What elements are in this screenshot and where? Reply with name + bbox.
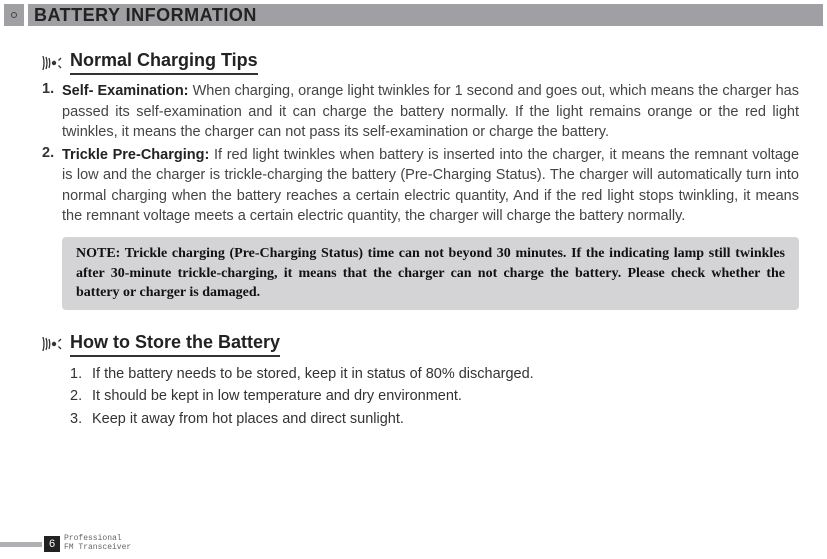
tips-list: 1. Self- Examination: When charging, ora… <box>42 81 799 227</box>
header-bullet-box <box>4 4 24 26</box>
content-area: Normal Charging Tips 1. Self- Examinatio… <box>0 26 827 430</box>
signal-wave-icon <box>42 334 64 354</box>
page-number: 6 <box>44 536 60 552</box>
store-item: 2. It should be kept in low temperature … <box>70 385 799 407</box>
section1-heading-row: Normal Charging Tips <box>42 50 799 75</box>
section2-heading-row: How to Store the Battery <box>42 332 799 357</box>
tip-body: Self- Examination: When charging, orange… <box>62 81 799 143</box>
store-item: 3. Keep it away from hot places and dire… <box>70 408 799 430</box>
bullet-icon <box>11 12 17 18</box>
tip-item: 1. Self- Examination: When charging, ora… <box>42 81 799 143</box>
page-title: BATTERY INFORMATION <box>28 4 823 26</box>
store-text: It should be kept in low temperature and… <box>92 385 462 407</box>
footer-bar <box>0 542 42 547</box>
header-bar: BATTERY INFORMATION <box>4 4 823 26</box>
footer-line2: FM Transceiver <box>64 544 131 553</box>
footer-text: Professional FM Transceiver <box>64 535 131 553</box>
store-number: 2. <box>70 385 92 407</box>
note-box: NOTE: Trickle charging (Pre-Charging Sta… <box>62 237 799 310</box>
tip-body: Trickle Pre-Charging: If red light twink… <box>62 145 799 227</box>
tip-number: 2. <box>42 145 62 227</box>
store-list: 1. If the battery needs to be stored, ke… <box>70 363 799 430</box>
tip-label: Trickle Pre-Charging: <box>62 147 214 163</box>
tip-item: 2. Trickle Pre-Charging: If red light tw… <box>42 145 799 227</box>
store-item: 1. If the battery needs to be stored, ke… <box>70 363 799 385</box>
tip-label: Self- Examination: <box>62 83 193 99</box>
section2-heading: How to Store the Battery <box>70 332 280 357</box>
store-number: 3. <box>70 408 92 430</box>
tip-number: 1. <box>42 81 62 143</box>
signal-wave-icon <box>42 53 64 73</box>
store-text: Keep it away from hot places and direct … <box>92 408 404 430</box>
store-text: If the battery needs to be stored, keep … <box>92 363 534 385</box>
store-number: 1. <box>70 363 92 385</box>
section1-heading: Normal Charging Tips <box>70 50 258 75</box>
footer: 6 Professional FM Transceiver <box>0 535 131 553</box>
